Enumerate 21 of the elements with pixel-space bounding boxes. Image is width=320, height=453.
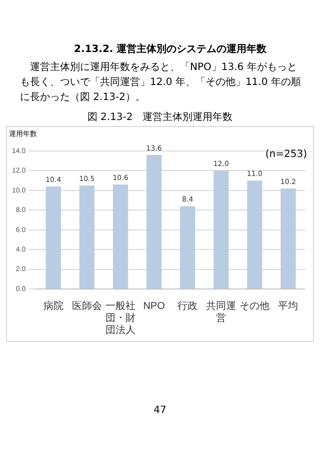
text: 47 (152, 405, 168, 416)
x-tick-label: 共同運営 (206, 300, 236, 324)
bar (247, 180, 262, 288)
bar (79, 186, 94, 288)
x-tick-label: 平均 (278, 300, 298, 312)
text: 2.13.2. 運営主体別のシステムの運用年数 (74, 42, 267, 56)
bar (146, 154, 162, 288)
annotation: (n=253) (265, 149, 307, 160)
x-tick-label: 病院 (43, 300, 64, 312)
bar (46, 186, 61, 288)
x-tick-label: NPO (143, 300, 166, 312)
bar (112, 184, 128, 288)
x-tick-label: 医師会 (72, 300, 102, 312)
text: 運営主体別に運用年数をみると、「NPO」13.6 年がもっとも長く、ついで「共同運営」12.0 年、「その他」11.0 年の順に長かった（図 2.13-2）。 (20, 60, 302, 105)
x-tick-label: その他 (240, 300, 270, 312)
bar (214, 170, 229, 288)
x-tick-label: 一般社団・財団法人 (105, 300, 136, 336)
bar (280, 188, 296, 288)
chart-title: 図 2.13-2 運営主体別運用年数 (86, 110, 234, 124)
x-tick-label: 行政 (178, 300, 198, 312)
bar (180, 206, 196, 288)
